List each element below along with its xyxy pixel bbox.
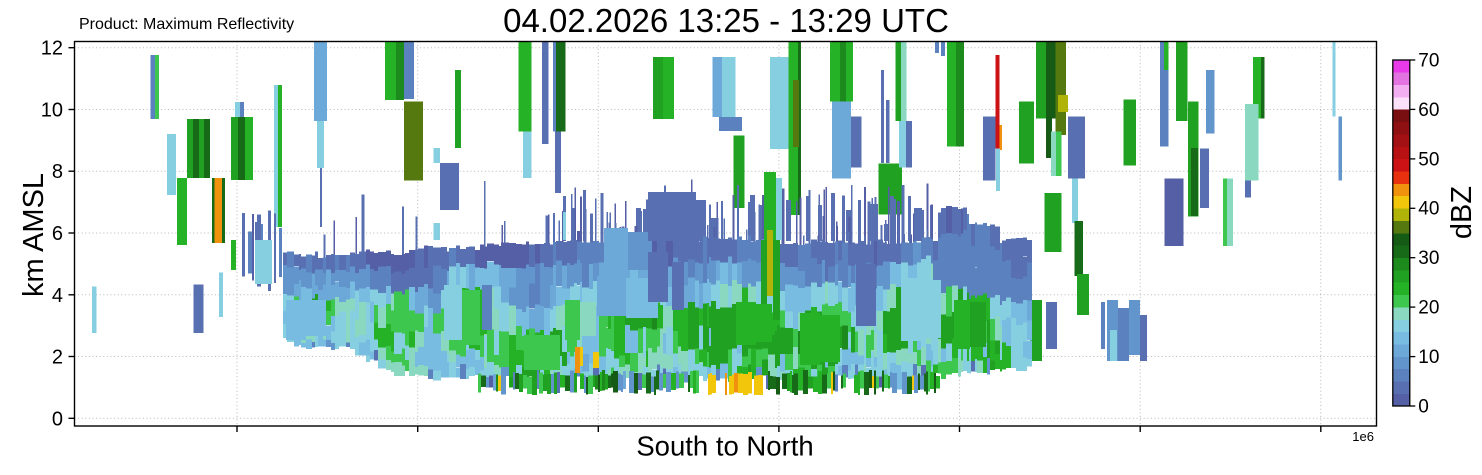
svg-text:South to North: South to North: [636, 431, 813, 462]
svg-text:10: 10: [1418, 347, 1439, 368]
svg-text:4: 4: [52, 285, 63, 307]
svg-text:70: 70: [1418, 50, 1439, 71]
svg-text:04.02.2026 13:25 - 13:29 UTC: 04.02.2026 13:25 - 13:29 UTC: [503, 2, 949, 39]
svg-text:6: 6: [52, 223, 63, 245]
svg-text:10: 10: [41, 100, 63, 122]
svg-text:Product: Maximum Reflectivity: Product: Maximum Reflectivity: [79, 16, 294, 33]
svg-text:dBZ: dBZ: [1446, 186, 1478, 239]
svg-text:1e6: 1e6: [1352, 429, 1374, 444]
svg-text:20: 20: [1418, 298, 1439, 319]
svg-text:30: 30: [1418, 248, 1439, 269]
svg-text:0: 0: [1418, 396, 1429, 417]
svg-text:km AMSL: km AMSL: [18, 173, 50, 297]
svg-text:0: 0: [52, 408, 63, 430]
svg-text:12: 12: [41, 38, 63, 60]
svg-text:50: 50: [1418, 149, 1439, 170]
svg-text:2: 2: [52, 347, 63, 369]
svg-text:40: 40: [1418, 199, 1439, 220]
svg-text:60: 60: [1418, 100, 1439, 121]
svg-text:8: 8: [52, 161, 63, 183]
